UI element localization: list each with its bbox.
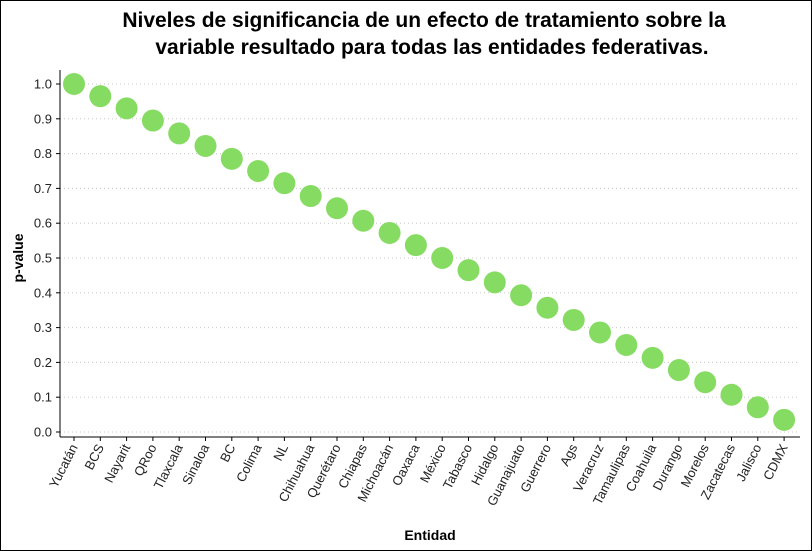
x-axis-label: Entidad [404, 527, 455, 543]
x-tick-label: Colima [233, 441, 265, 485]
data-point [115, 97, 138, 120]
data-point [431, 247, 454, 269]
y-tick-label: 0.9 [34, 111, 52, 126]
data-point [220, 147, 243, 170]
data-point [378, 221, 401, 244]
axes [56, 70, 800, 441]
data-points [63, 73, 796, 431]
data-point [720, 383, 743, 406]
data-point [746, 396, 769, 419]
x-tick-label: Nayarit [101, 441, 133, 485]
data-point [194, 134, 217, 157]
data-point [457, 259, 480, 282]
data-point [352, 209, 375, 232]
x-tick-label: CDMX [760, 441, 791, 482]
y-tick-labels: 0.0 0.1 0.2 0.3 0.4 0.5 0.6 0.7 0.8 0.9 1.0 [34, 77, 52, 440]
data-point [326, 197, 348, 220]
y-tick-label: 0.5 [34, 251, 52, 266]
y-tick-label: 0.3 [34, 320, 52, 335]
data-point [589, 321, 611, 344]
data-point [536, 296, 559, 319]
y-tick-label: 0.8 [34, 146, 52, 161]
data-point [404, 234, 427, 257]
data-point [615, 334, 638, 356]
x-tick-label: BC [217, 442, 239, 465]
data-point [273, 172, 296, 195]
data-point [641, 346, 664, 369]
data-point [483, 271, 506, 294]
x-tick-label: QRoo [131, 442, 160, 479]
data-point [694, 371, 717, 394]
x-tick-label: Ags [557, 441, 581, 468]
x-tick-label: Yucatán [46, 442, 81, 491]
y-tick-label: 0.4 [34, 285, 52, 300]
data-point [141, 109, 164, 132]
y-tick-label: 0.0 [34, 425, 52, 440]
data-point [667, 359, 690, 382]
x-tick-label: Jalisco [733, 442, 764, 484]
data-point [510, 284, 533, 307]
chart-title-line-2: variable resultado para todas las entida… [155, 36, 708, 59]
x-tick-label: NL [270, 442, 291, 464]
y-tick-label: 0.1 [34, 390, 52, 405]
y-tick-label: 0.2 [34, 355, 52, 370]
data-point [773, 408, 796, 431]
data-point [247, 160, 270, 182]
data-point [299, 185, 322, 208]
chart-title-line-1: Niveles de significancia de un efecto de… [122, 9, 726, 32]
data-point [168, 122, 191, 145]
y-tick-label: 1.0 [34, 77, 52, 92]
data-point [562, 308, 585, 331]
y-axis-label: p-value [10, 233, 26, 282]
y-tick-label: 0.6 [34, 216, 52, 231]
data-point [63, 73, 85, 95]
data-point [89, 85, 112, 108]
x-tick-label: BCS [81, 441, 107, 472]
y-tick-label: 0.7 [34, 181, 52, 196]
